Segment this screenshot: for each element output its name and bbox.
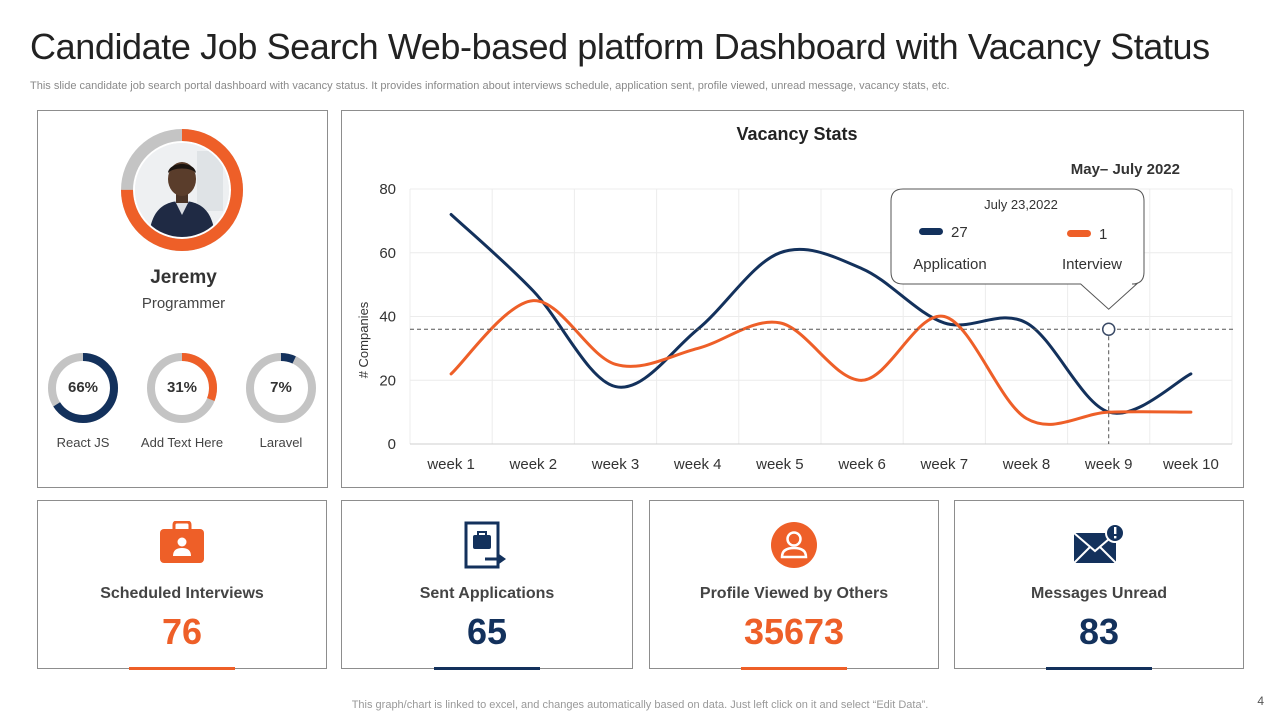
stat-label: Scheduled Interviews <box>100 585 264 602</box>
chart-series <box>449 213 1193 426</box>
skill-percent: 66% <box>67 379 99 396</box>
send-application-icon <box>342 521 632 573</box>
tooltip-application-label: Application <box>913 256 986 273</box>
tooltip-interview-value: 1 <box>1099 226 1107 243</box>
page-number: 4 <box>1257 694 1264 708</box>
skill-react-js: 66% React JS <box>38 351 128 450</box>
x-tick-label: week 8 <box>1002 456 1051 473</box>
stat-label: Messages Unread <box>1030 585 1168 602</box>
vacancy-stats-card: Vacancy Stats May– July 2022 # Companies… <box>341 110 1244 488</box>
series-line-interview <box>449 299 1193 426</box>
skill-donut <box>246 353 316 423</box>
x-tick-label: week 4 <box>673 456 722 473</box>
stat-value: 83 <box>1078 611 1120 652</box>
y-ticks: 0 20 40 60 80 <box>379 181 396 453</box>
skill-label: Add Text Here <box>140 435 224 450</box>
stat-messages-unread: Messages Unread 83 <box>954 500 1244 670</box>
profile-name: Jeremy <box>150 267 217 288</box>
y-axis-label: # Companies <box>356 301 371 378</box>
y-tick-label: 40 <box>379 309 396 326</box>
page-subtitle: This slide candidate job search portal d… <box>30 80 950 92</box>
y-tick-label: 0 <box>388 436 396 453</box>
vacancy-stats-chart: Vacancy Stats May– July 2022 # Companies… <box>356 124 1236 473</box>
briefcase-icon <box>38 521 326 573</box>
skill-percent: 31% <box>166 379 198 396</box>
skill-label: React JS <box>56 435 110 450</box>
avatar-progress-ring <box>121 129 243 251</box>
skill-laravel: 7% Laravel <box>236 351 326 450</box>
stat-underline <box>434 667 540 670</box>
y-tick-label: 80 <box>379 181 396 198</box>
avatar <box>135 143 229 237</box>
stat-sent-applications: Sent Applications 65 <box>341 500 633 670</box>
tooltip-application-swatch <box>919 228 943 235</box>
chart-period: May– July 2022 <box>1071 161 1180 178</box>
stat-value: 35673 <box>743 611 845 652</box>
x-tick-label: week 10 <box>1162 456 1219 473</box>
stat-label: Profile Viewed by Others <box>699 585 889 602</box>
y-tick-label: 20 <box>379 372 396 389</box>
profile-role: Programmer <box>141 295 226 312</box>
tooltip-interview-swatch <box>1067 230 1091 237</box>
x-tick-label: week 7 <box>920 456 969 473</box>
chart-tooltip: July 23,2022 27 Application 1 Interview <box>410 188 1236 444</box>
tooltip-application-value: 27 <box>951 224 968 241</box>
x-ticks: week 1 week 2 week 3 week 4 week 5 week 6 week… <box>426 456 1219 473</box>
skill-donut <box>147 353 217 423</box>
y-tick-label: 60 <box>379 245 396 262</box>
stat-underline <box>1046 667 1152 670</box>
page-title: Candidate Job Search Web-based platform … <box>30 26 1210 67</box>
stat-underline <box>741 667 847 670</box>
x-tick-label: week 3 <box>591 456 640 473</box>
x-tick-label: week 6 <box>837 456 886 473</box>
x-tick-label: week 2 <box>509 456 558 473</box>
skill-label: Laravel <box>259 435 303 450</box>
tooltip-interview-label: Interview <box>1062 256 1122 273</box>
stat-scheduled-interviews: Scheduled Interviews 76 <box>37 500 327 670</box>
user-icon <box>650 521 938 573</box>
series-line-application <box>449 213 1193 415</box>
x-tick-label: week 5 <box>755 456 804 473</box>
stat-label: Sent Applications <box>419 585 555 602</box>
stat-value: 65 <box>466 611 508 652</box>
x-tick-label: week 1 <box>426 456 475 473</box>
skill-donut <box>48 353 118 423</box>
chart-title: Vacancy Stats <box>736 124 857 144</box>
envelope-alert-icon <box>955 521 1243 573</box>
tooltip-box <box>890 188 1145 310</box>
stat-profile-viewed: Profile Viewed by Others 35673 <box>649 500 939 670</box>
x-tick-label: week 9 <box>1084 456 1133 473</box>
skill-percent: 7% <box>270 379 292 396</box>
tooltip-date: July 23,2022 <box>984 197 1058 212</box>
stat-value: 76 <box>161 611 203 652</box>
stat-underline <box>129 667 235 670</box>
footer-note: This graph/chart is linked to excel, and… <box>351 699 929 711</box>
skill-add-text-here: 31% Add Text Here <box>137 351 227 450</box>
profile-card: Jeremy Programmer 66% React JS 31% Add T… <box>37 110 328 488</box>
tooltip-point[interactable] <box>1101 322 1116 336</box>
